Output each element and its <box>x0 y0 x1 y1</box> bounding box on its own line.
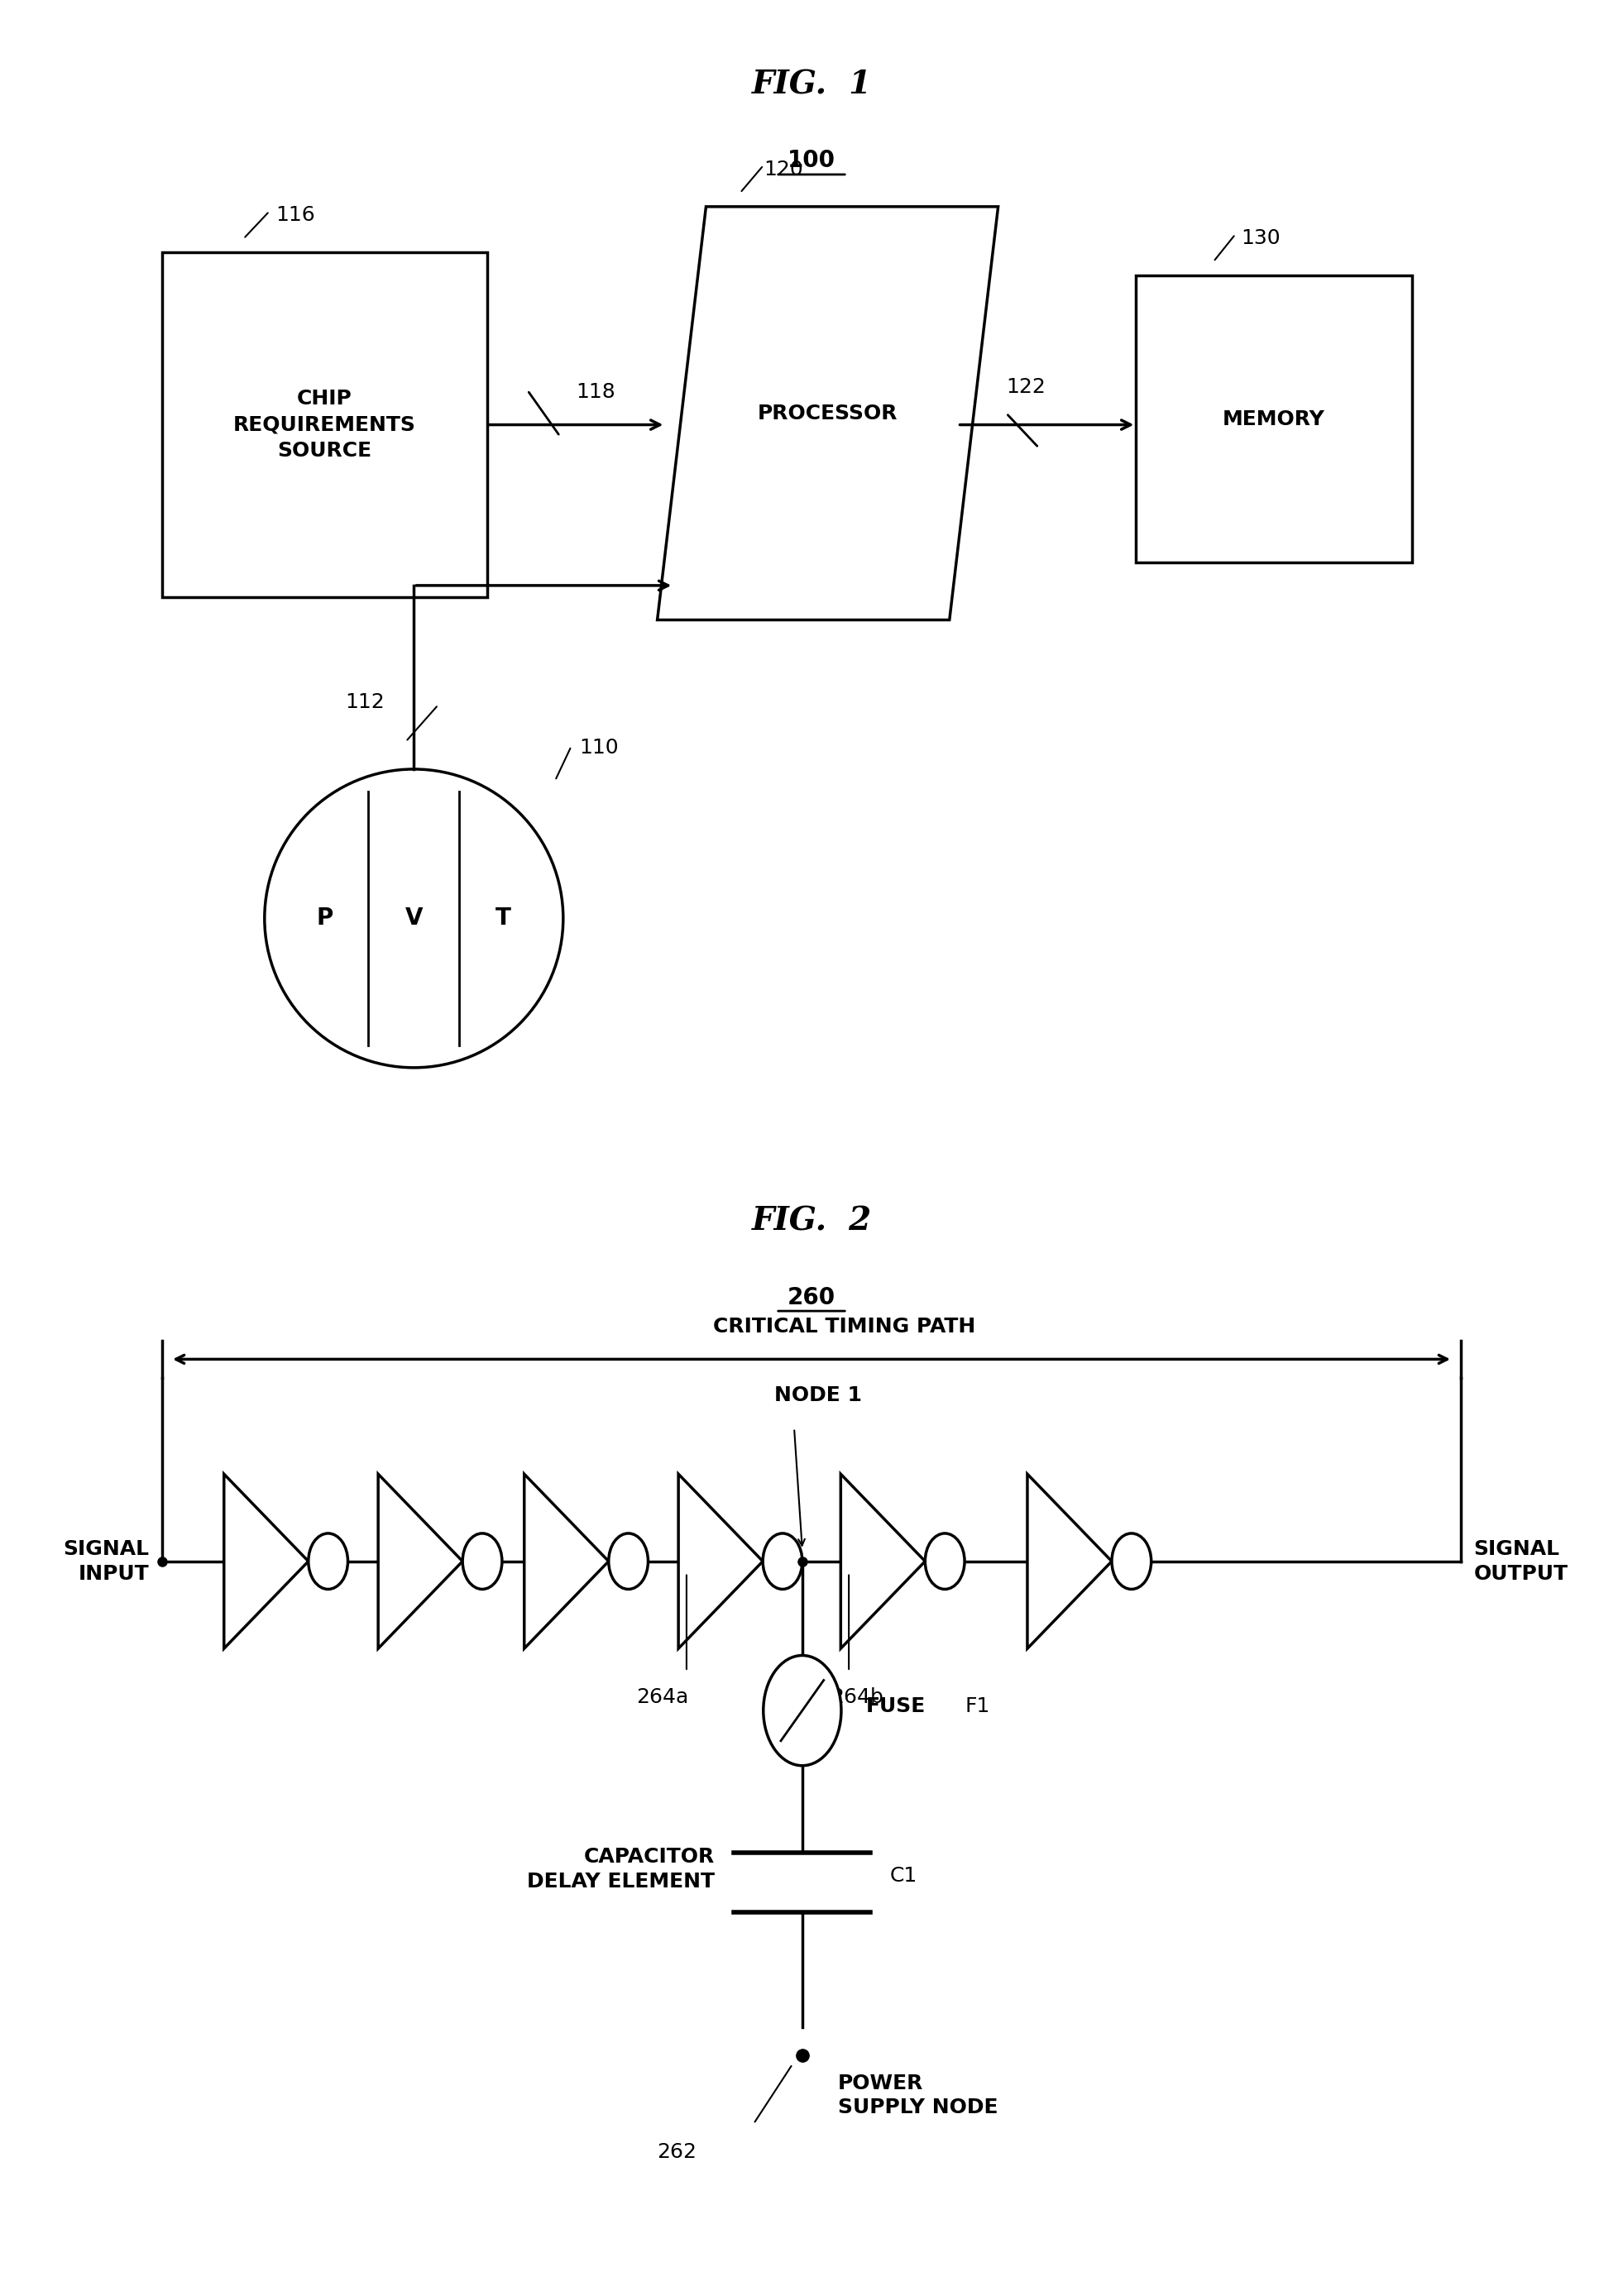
Text: PROCESSOR: PROCESSOR <box>758 404 898 422</box>
Text: 100: 100 <box>787 149 836 172</box>
Text: FUSE: FUSE <box>865 1697 925 1715</box>
Polygon shape <box>1027 1474 1112 1649</box>
Text: SIGNAL
INPUT: SIGNAL INPUT <box>63 1538 149 1584</box>
Text: FIG.  2: FIG. 2 <box>751 1205 872 1238</box>
Text: CRITICAL TIMING PATH: CRITICAL TIMING PATH <box>712 1316 975 1336</box>
Text: 264a: 264a <box>636 1688 688 1708</box>
Text: SIGNAL
OUTPUT: SIGNAL OUTPUT <box>1474 1538 1568 1584</box>
Circle shape <box>763 1534 802 1589</box>
Text: MEMORY: MEMORY <box>1222 409 1326 429</box>
Text: 262: 262 <box>657 2142 696 2163</box>
Text: F1: F1 <box>964 1697 990 1715</box>
Text: 120: 120 <box>763 158 803 179</box>
Circle shape <box>763 1655 841 1766</box>
Polygon shape <box>678 1474 763 1649</box>
Text: 122: 122 <box>1006 377 1045 397</box>
Text: 112: 112 <box>346 691 385 712</box>
Polygon shape <box>378 1474 463 1649</box>
Circle shape <box>925 1534 964 1589</box>
Polygon shape <box>657 207 998 620</box>
Bar <box>162 253 487 597</box>
Polygon shape <box>224 1474 308 1649</box>
Text: NODE 1: NODE 1 <box>774 1384 862 1405</box>
Polygon shape <box>524 1474 609 1649</box>
Text: T: T <box>495 907 511 930</box>
Text: 116: 116 <box>276 204 315 225</box>
Circle shape <box>1112 1534 1151 1589</box>
Text: 260: 260 <box>787 1286 836 1309</box>
Text: CHIP
REQUIREMENTS
SOURCE: CHIP REQUIREMENTS SOURCE <box>234 388 415 461</box>
Polygon shape <box>841 1474 925 1649</box>
Text: 110: 110 <box>579 737 618 758</box>
Text: 130: 130 <box>1242 227 1281 248</box>
Text: 264b: 264b <box>831 1688 883 1708</box>
Circle shape <box>308 1534 347 1589</box>
Text: FIG.  1: FIG. 1 <box>751 69 872 101</box>
Bar <box>1136 276 1412 563</box>
Text: 118: 118 <box>576 381 615 402</box>
Text: C1: C1 <box>889 1867 917 1885</box>
Text: POWER
SUPPLY NODE: POWER SUPPLY NODE <box>837 2073 998 2117</box>
Text: CAPACITOR
DELAY ELEMENT: CAPACITOR DELAY ELEMENT <box>527 1846 714 1892</box>
Circle shape <box>609 1534 648 1589</box>
Ellipse shape <box>265 769 563 1068</box>
Text: P: P <box>316 907 333 930</box>
Circle shape <box>463 1534 502 1589</box>
Text: V: V <box>406 907 422 930</box>
